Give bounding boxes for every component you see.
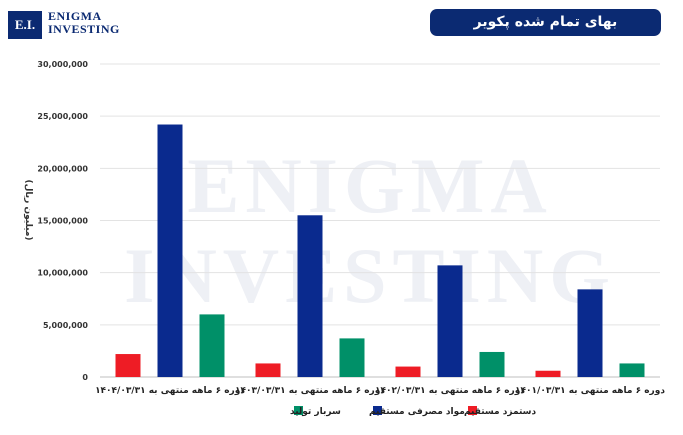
- chart-title: بهای تمام شده پکویر: [430, 9, 661, 36]
- bar: [339, 338, 365, 377]
- logo-line1: ENIGMA: [48, 9, 102, 23]
- y-tick-label: 0: [82, 373, 88, 382]
- bar: [297, 215, 323, 377]
- bar: [115, 354, 141, 377]
- legend-swatch: [468, 406, 477, 415]
- watermark-line2: INVESTING: [124, 232, 616, 319]
- legend-label: مواد مصرفی مستقیم: [369, 407, 465, 417]
- y-tick-label: 15,000,000: [37, 217, 88, 226]
- x-tick-label: دوره ۶ ماهه منتهی به ۱۴۰۱/۰۳/۳۱: [515, 386, 665, 396]
- y-tick-label: 10,000,000: [37, 269, 88, 278]
- logo: E.I. ENIGMA INVESTING: [8, 8, 148, 42]
- watermark-line1: ENIGMA: [187, 142, 552, 229]
- bar: [199, 314, 225, 377]
- logo-line2: INVESTING: [48, 22, 120, 36]
- bar: [619, 363, 645, 377]
- x-tick-label: دوره ۶ ماهه منتهی به ۱۴۰۲/۰۳/۳۱: [375, 386, 525, 396]
- bar: [479, 351, 505, 377]
- legend-swatch: [373, 406, 382, 415]
- y-axis-label: (میلیون ریال): [23, 179, 33, 240]
- bar: [255, 363, 281, 377]
- bar: [395, 366, 421, 377]
- logo-initials: E.I.: [8, 11, 42, 39]
- logo-text: ENIGMA INVESTING: [48, 10, 120, 36]
- bar: [577, 289, 603, 377]
- bar: [535, 370, 561, 377]
- y-tick-label: 30,000,000: [37, 60, 88, 69]
- y-tick-label: 25,000,000: [37, 112, 88, 121]
- bar: [437, 265, 463, 377]
- x-tick-label: دوره ۶ ماهه منتهی به ۱۴۰۳/۰۳/۳۱: [235, 386, 385, 396]
- legend-label: سربار تولید: [290, 407, 341, 417]
- legend-label: دستمزد مستقیم: [464, 407, 537, 417]
- y-tick-label: 20,000,000: [37, 164, 88, 173]
- y-tick-label: 5,000,000: [43, 321, 88, 330]
- legend-swatch: [294, 406, 303, 415]
- bar: [157, 124, 183, 377]
- x-tick-label: دوره ۶ ماهه منتهی به ۱۴۰۴/۰۳/۳۱: [95, 386, 245, 396]
